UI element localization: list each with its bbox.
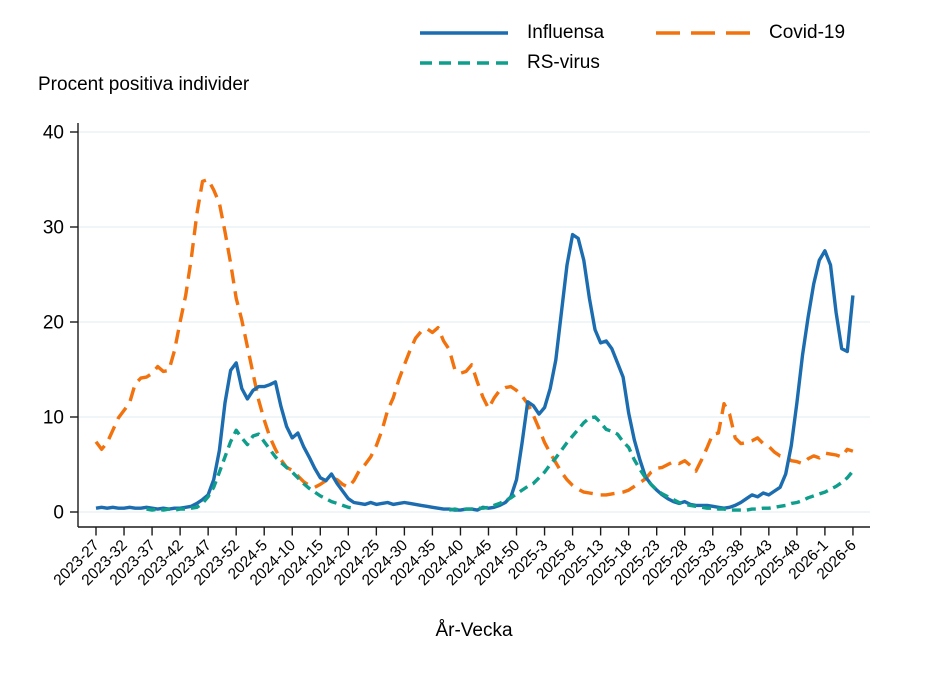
- rs-virus-line: [146, 415, 855, 512]
- covid-19-line: [94, 177, 854, 497]
- y-tick-label-0: 0: [53, 503, 64, 524]
- legend-label-rs-virus: RS-virus: [527, 52, 600, 73]
- legend-item-rs-virus: RS-virus: [420, 52, 656, 74]
- y-tick-label-30: 30: [43, 218, 64, 239]
- legend-label-influensa: Influensa: [527, 22, 605, 43]
- influensa-line-swatch: [420, 31, 508, 35]
- y-tick-label-20: 20: [43, 313, 64, 334]
- y-axis-title: Procent positiva individer: [38, 74, 250, 95]
- legend-item-influensa: Influensa: [420, 22, 656, 44]
- y-tick-label-40: 40: [43, 123, 64, 144]
- x-axis-title: År-Vecka: [435, 620, 513, 641]
- rs-virus-line-swatch: [420, 61, 508, 65]
- chart-legend: Influensa Covid-19 RS-virus: [420, 22, 845, 74]
- covid-line-swatch: [656, 31, 750, 35]
- influensa-line: [95, 232, 855, 512]
- legend-label-covid: Covid-19: [769, 22, 846, 43]
- y-tick-label-10: 10: [43, 408, 64, 429]
- legend-item-covid: Covid-19: [656, 22, 845, 44]
